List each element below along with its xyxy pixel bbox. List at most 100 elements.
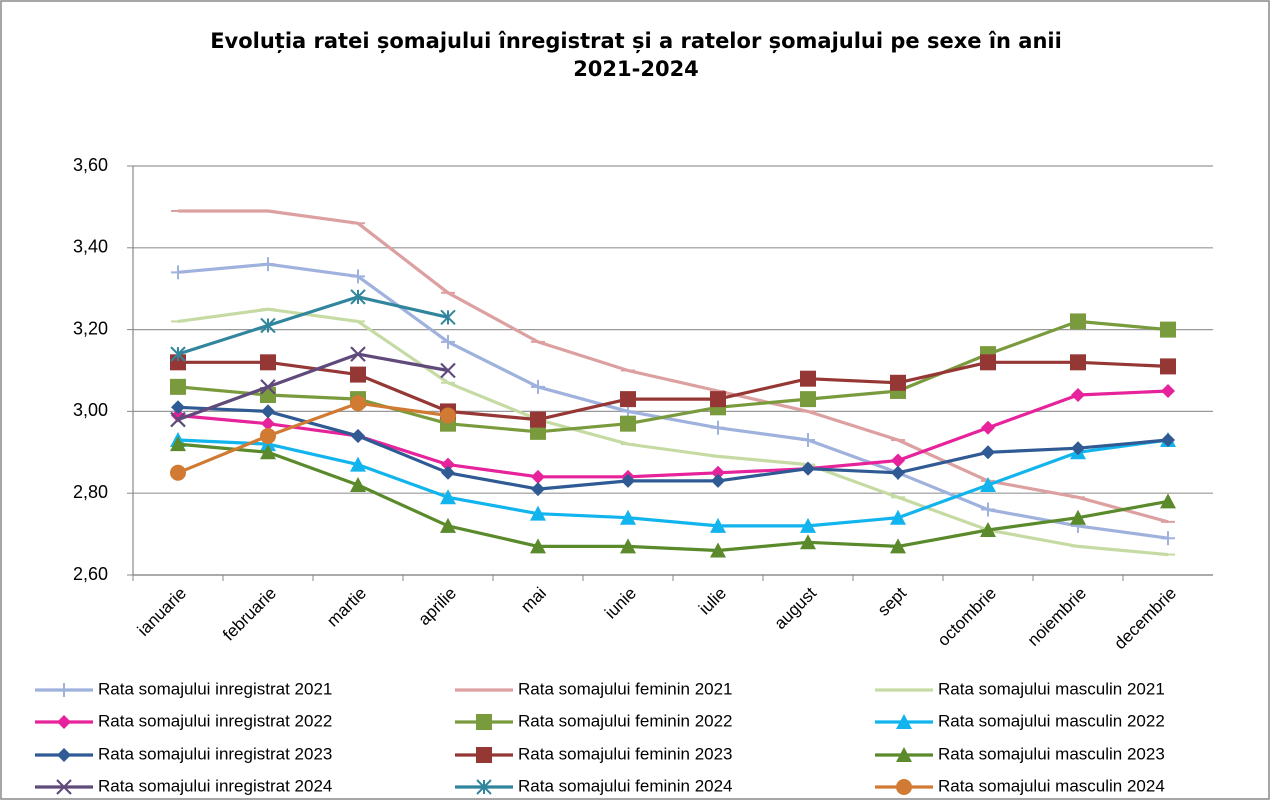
y-tick-label: 2,60 bbox=[73, 564, 108, 584]
data-point bbox=[981, 502, 995, 517]
legend-marker bbox=[476, 779, 492, 795]
data-point bbox=[710, 542, 726, 558]
data-point bbox=[1161, 383, 1175, 398]
data-point bbox=[620, 415, 636, 432]
data-point bbox=[620, 538, 636, 554]
legend-label: Rata somajului masculin 2024 bbox=[938, 776, 1165, 795]
data-point bbox=[171, 265, 185, 280]
legend-marker bbox=[57, 683, 71, 697]
data-point bbox=[710, 517, 726, 533]
data-point bbox=[530, 505, 546, 521]
data-point bbox=[1070, 313, 1086, 330]
legend-label: Rata somajului inregistrat 2022 bbox=[98, 711, 332, 730]
legend-marker bbox=[476, 747, 492, 763]
legend-marker bbox=[896, 747, 912, 762]
data-point bbox=[170, 464, 186, 481]
data-point bbox=[530, 411, 546, 428]
legend-label: Rata somajului inregistrat 2024 bbox=[98, 776, 332, 795]
legend-label: Rata somajului masculin 2023 bbox=[938, 744, 1165, 763]
y-tick-label: 3,00 bbox=[73, 400, 108, 420]
data-point bbox=[1161, 531, 1175, 546]
legend-marker bbox=[896, 779, 912, 795]
data-point bbox=[350, 346, 366, 362]
data-point bbox=[441, 465, 455, 480]
series-line bbox=[177, 262, 1169, 540]
data-point bbox=[440, 407, 456, 424]
legend-label: Rata somajului inregistrat 2021 bbox=[98, 679, 332, 698]
legend-marker bbox=[57, 748, 71, 762]
data-point bbox=[260, 444, 276, 460]
legend-marker bbox=[476, 714, 492, 730]
data-point bbox=[1160, 321, 1176, 338]
data-point bbox=[890, 538, 906, 554]
legend-label: Rata somajului feminin 2021 bbox=[518, 679, 733, 698]
legend-label: Rata somajului masculin 2022 bbox=[938, 711, 1165, 730]
data-point bbox=[440, 309, 456, 326]
series-line bbox=[177, 389, 1169, 479]
data-point bbox=[350, 289, 366, 305]
data-point bbox=[1071, 441, 1085, 456]
data-point bbox=[530, 538, 546, 554]
data-point bbox=[440, 489, 456, 505]
legend-label: Rata somajului inregistrat 2023 bbox=[98, 744, 332, 763]
data-point bbox=[980, 354, 996, 371]
data-point bbox=[351, 428, 365, 443]
data-point bbox=[261, 257, 275, 272]
data-point bbox=[800, 534, 816, 550]
series-line bbox=[177, 438, 1169, 528]
data-point bbox=[530, 423, 546, 440]
y-tick-label: 3,40 bbox=[73, 237, 108, 257]
data-point bbox=[891, 453, 905, 468]
data-point bbox=[1161, 433, 1175, 448]
data-point bbox=[620, 391, 636, 408]
data-point bbox=[1160, 358, 1176, 375]
data-point bbox=[621, 473, 635, 488]
series-line bbox=[177, 401, 449, 475]
data-point bbox=[710, 391, 726, 408]
y-tick-label: 3,20 bbox=[73, 318, 108, 338]
data-point bbox=[980, 522, 996, 538]
data-point bbox=[1160, 493, 1176, 509]
data-point bbox=[260, 427, 276, 444]
data-point bbox=[981, 420, 995, 435]
data-point bbox=[441, 457, 455, 472]
data-point bbox=[260, 354, 276, 371]
series-line bbox=[177, 307, 1169, 557]
legend-label: Rata somajului feminin 2024 bbox=[518, 776, 733, 795]
data-point bbox=[351, 269, 365, 284]
data-point bbox=[711, 473, 725, 488]
data-point bbox=[260, 317, 276, 334]
series-line bbox=[177, 319, 1169, 434]
data-point bbox=[531, 379, 545, 394]
data-point bbox=[261, 404, 275, 419]
chart-title: Evoluția ratei șomajului înregistrat și … bbox=[210, 29, 1062, 54]
data-point bbox=[261, 416, 275, 431]
data-point bbox=[800, 391, 816, 408]
series-line bbox=[178, 209, 1169, 524]
data-point bbox=[350, 456, 366, 472]
data-point bbox=[891, 465, 905, 480]
data-point bbox=[531, 469, 545, 484]
legend-label: Rata somajului feminin 2023 bbox=[518, 744, 733, 763]
legend-label: Rata somajului masculin 2021 bbox=[938, 679, 1165, 698]
series-line bbox=[177, 442, 1169, 553]
legend-marker bbox=[57, 715, 71, 729]
data-point bbox=[531, 482, 545, 497]
data-point bbox=[440, 362, 456, 379]
data-point bbox=[440, 517, 456, 533]
chart-title: 2021-2024 bbox=[573, 57, 699, 81]
series-line bbox=[177, 295, 449, 356]
series-line bbox=[177, 405, 1169, 491]
data-point bbox=[981, 445, 995, 460]
data-point bbox=[170, 378, 186, 395]
data-point bbox=[800, 517, 816, 533]
series-line bbox=[177, 352, 449, 422]
y-tick-label: 2,80 bbox=[73, 482, 108, 502]
data-point bbox=[800, 370, 816, 387]
data-point bbox=[711, 420, 725, 435]
legend-label: Rata somajului feminin 2022 bbox=[518, 711, 733, 730]
data-point bbox=[170, 436, 186, 452]
data-point bbox=[171, 400, 185, 415]
